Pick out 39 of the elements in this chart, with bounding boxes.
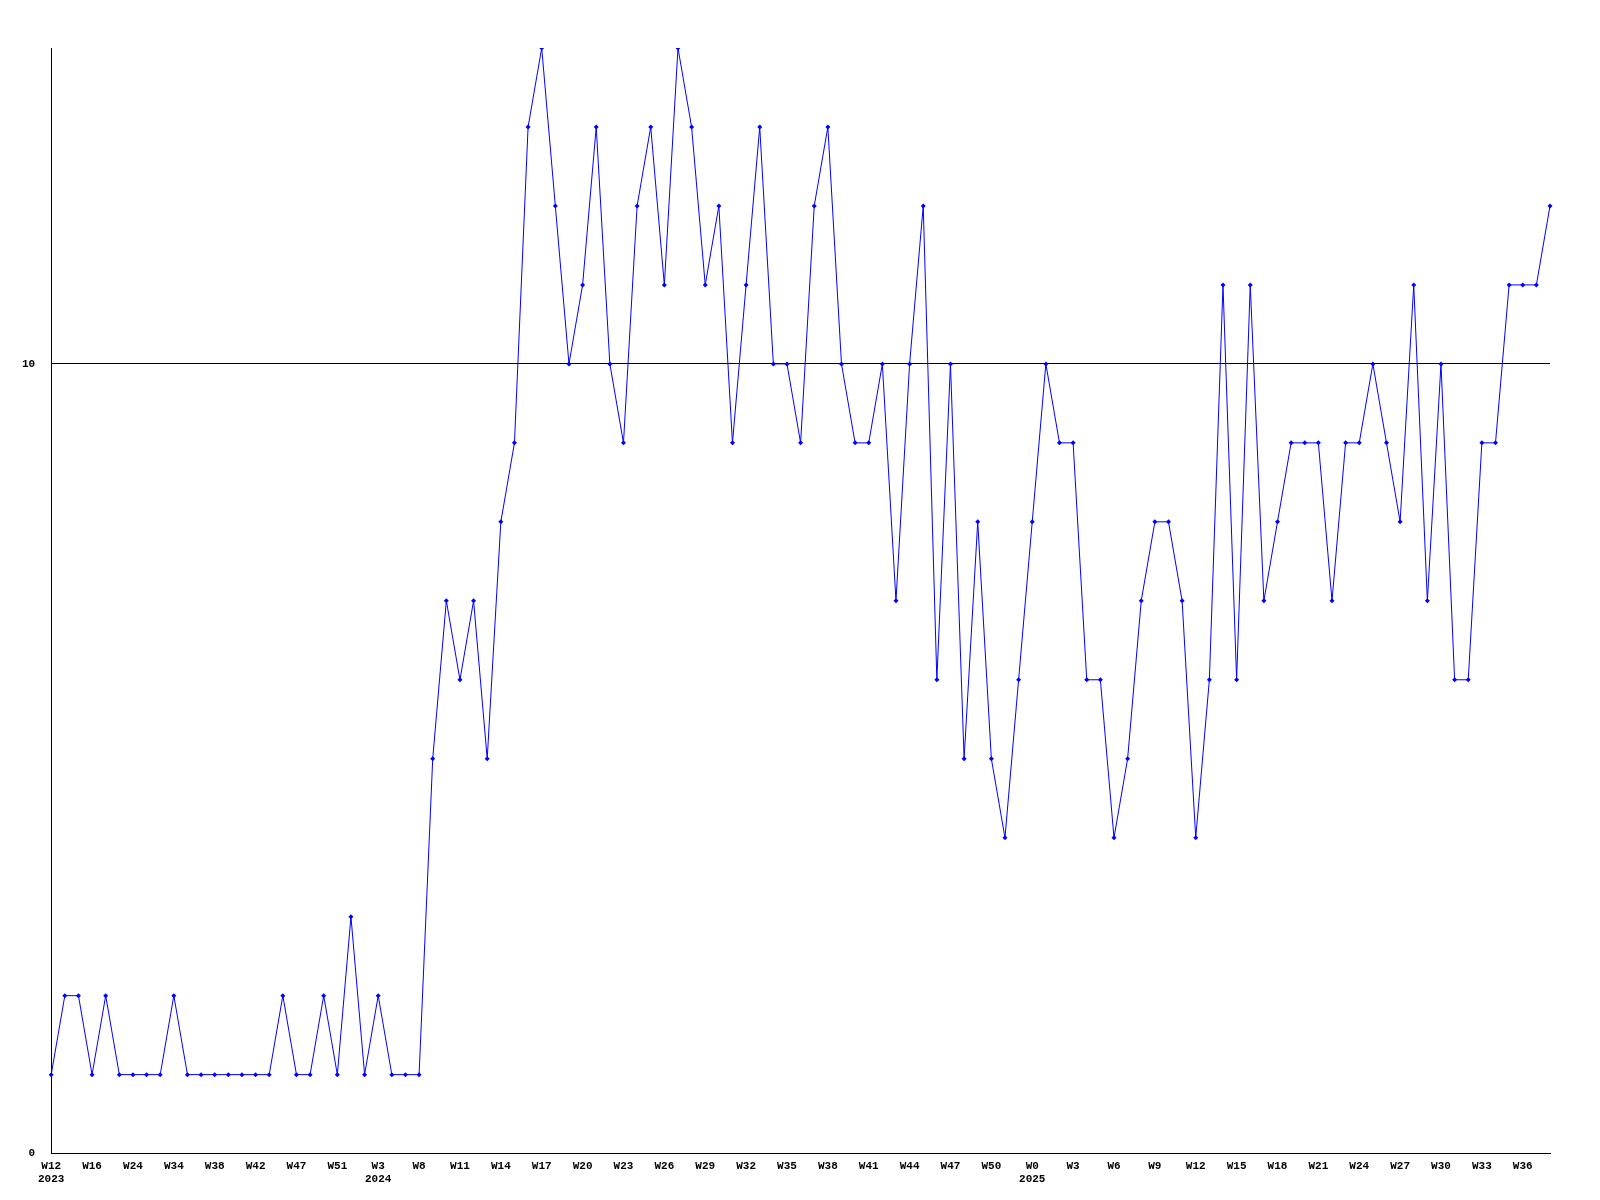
x-tick-label: W29 xyxy=(695,1159,716,1172)
x-tick-label: W36 xyxy=(1512,1159,1533,1172)
x-tick-label: W24 xyxy=(123,1159,144,1172)
x-tick-label: W34 xyxy=(163,1159,185,1172)
y-tick-label: 10 xyxy=(22,357,36,370)
x-tick-label: W20 xyxy=(572,1159,593,1172)
x-tick-label: W23 xyxy=(613,1159,634,1172)
x-tick-label: W11 xyxy=(450,1159,471,1172)
x-tick-label: W33 xyxy=(1471,1159,1493,1172)
x-tick-label: W47 xyxy=(286,1159,307,1172)
x-tick-label: W41 xyxy=(858,1159,880,1172)
x-tick-label: W32 xyxy=(736,1159,757,1172)
x-tick-label: W12 2023 xyxy=(38,1159,65,1186)
y-tick-label: 0 xyxy=(28,1147,36,1160)
x-tick-label: W3 2024 xyxy=(365,1159,392,1186)
x-tick-label: W17 xyxy=(531,1159,552,1172)
x-tick-label: W0 2025 xyxy=(1019,1159,1046,1186)
x-tick-label: W50 xyxy=(981,1159,1002,1172)
x-tick-label: W8 xyxy=(412,1159,427,1172)
x-tick-label: W16 xyxy=(82,1159,102,1172)
x-tick-label: W38 xyxy=(817,1159,839,1172)
x-tick-label: W12 xyxy=(1185,1159,1206,1172)
x-tick-label: W27 xyxy=(1390,1159,1411,1172)
x-tick-label: W15 xyxy=(1226,1159,1247,1172)
x-tick-label: W18 xyxy=(1267,1159,1288,1172)
x-tick-label: W6 xyxy=(1107,1159,1121,1172)
x-tick-label: W14 xyxy=(490,1159,512,1172)
x-tick-label: W51 xyxy=(327,1159,348,1172)
x-tick-label: W9 xyxy=(1148,1159,1162,1172)
x-tick-label: W35 xyxy=(777,1159,798,1172)
x-tick-label: W3 xyxy=(1066,1159,1081,1172)
x-tick-label: W47 xyxy=(940,1159,961,1172)
x-tick-label: W42 xyxy=(245,1159,266,1172)
x-tick-label: W26 xyxy=(654,1159,675,1172)
x-tick-label: W38 xyxy=(204,1159,225,1172)
x-tick-label: W44 xyxy=(899,1159,920,1172)
x-tick-label: W21 xyxy=(1308,1159,1329,1172)
x-tick-label: W30 xyxy=(1431,1159,1451,1172)
x-tick-label: W24 xyxy=(1349,1159,1370,1172)
